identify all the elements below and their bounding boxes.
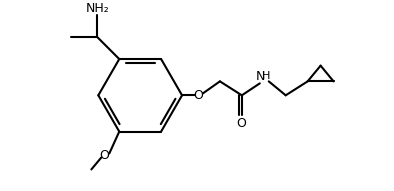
Text: O: O bbox=[193, 89, 203, 102]
Text: O: O bbox=[99, 149, 109, 162]
Text: N: N bbox=[256, 70, 266, 83]
Text: NH₂: NH₂ bbox=[85, 2, 109, 15]
Text: O: O bbox=[236, 117, 246, 130]
Text: H: H bbox=[262, 71, 270, 81]
